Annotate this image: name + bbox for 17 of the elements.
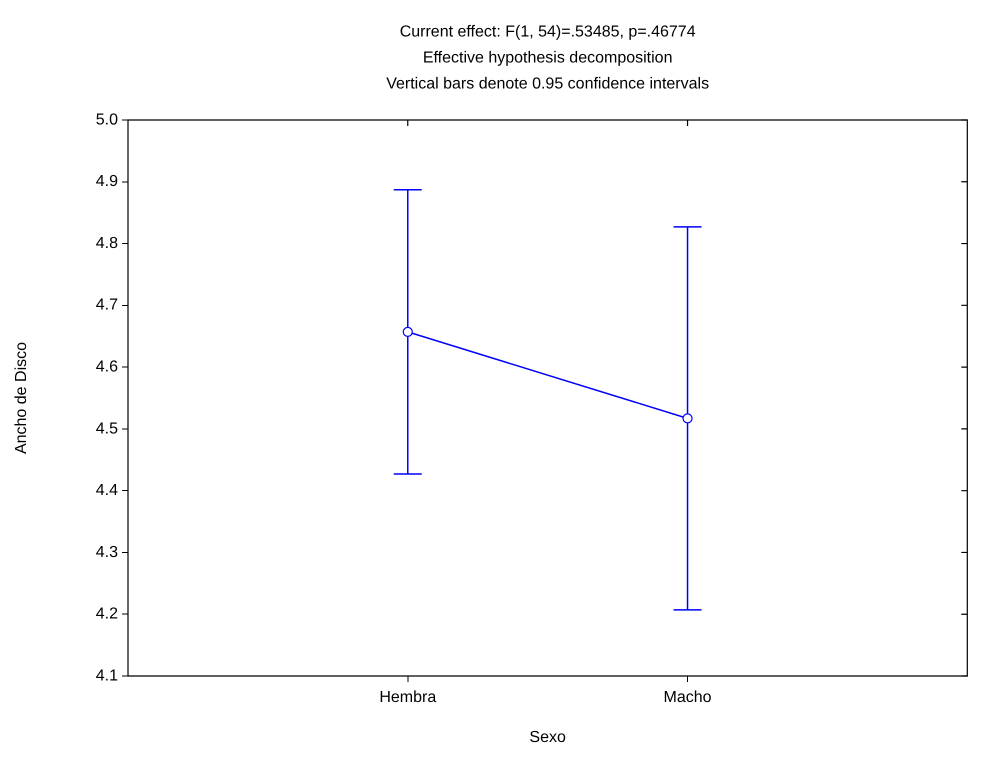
chart-subtitle: Effective hypothesis decomposition [422,49,672,66]
y-tick-label: 4.3 [96,544,118,561]
x-tick-label: Hembra [379,689,436,706]
y-tick-label: 4.1 [96,667,118,684]
x-tick-label: Macho [664,689,712,706]
y-tick-label: 4.5 [96,420,118,438]
text: Vertical bars denote 0.95 confidence intervals [386,75,710,92]
y-axis-title: Ancho de Disco [13,342,30,454]
y-tick-label: 4.7 [96,296,118,314]
y-tick-label: 4.8 [96,234,118,252]
y-tick-label: 4.9 [96,173,118,190]
y-tick-label: 5.0 [96,111,118,128]
x-axis-title: Sexo [529,728,566,746]
y-tick-label: 4.2 [96,606,118,623]
y-tick-label: 4.6 [96,358,118,376]
y-tick-label: 4.4 [96,482,118,500]
chart-title: Current effect: F(1, 54)=.53485, p=.46774 [400,23,696,40]
